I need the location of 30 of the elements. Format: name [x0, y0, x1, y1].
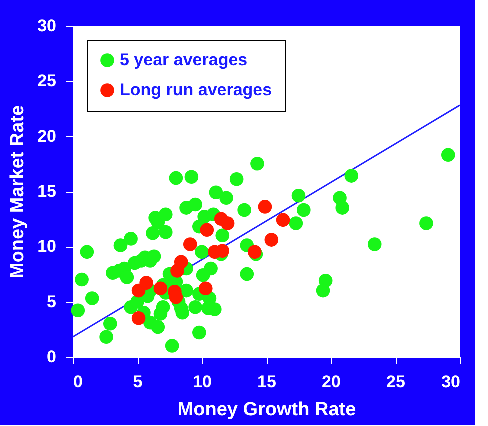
- point: [174, 255, 188, 269]
- x-axis-title: Money Growth Rate: [178, 400, 356, 420]
- point: [258, 200, 272, 214]
- point: [132, 312, 146, 326]
- x-tick-label: 20: [322, 372, 341, 392]
- x-tick-label: 15: [258, 372, 276, 392]
- y-tick-label: 15: [38, 182, 56, 201]
- y-tick-label: 10: [38, 237, 56, 256]
- x-tick-label: 0: [74, 372, 83, 392]
- y-axis-title: Money Market Rate: [8, 105, 29, 279]
- point: [276, 213, 290, 228]
- y-tick-label: 0: [47, 348, 56, 366]
- point: [198, 282, 213, 296]
- point: [248, 245, 262, 260]
- x-tick-label: 5: [133, 372, 143, 392]
- point: [200, 223, 214, 237]
- legend-label: Long run averages: [120, 80, 272, 100]
- point: [220, 216, 235, 230]
- y-tick-label: 30: [38, 16, 56, 36]
- x-tick-label: 30: [442, 372, 460, 392]
- y-tick-label: 25: [38, 72, 56, 91]
- point: [264, 233, 279, 247]
- y-tick-label: 5: [47, 292, 56, 312]
- x-tick-label: 25: [386, 372, 406, 392]
- point: [154, 282, 168, 296]
- y-tick-label: 20: [38, 126, 56, 146]
- x-tick-label: 10: [193, 372, 212, 392]
- legend-label: 5 year averages: [120, 50, 248, 70]
- point: [140, 276, 154, 290]
- point: [184, 238, 198, 252]
